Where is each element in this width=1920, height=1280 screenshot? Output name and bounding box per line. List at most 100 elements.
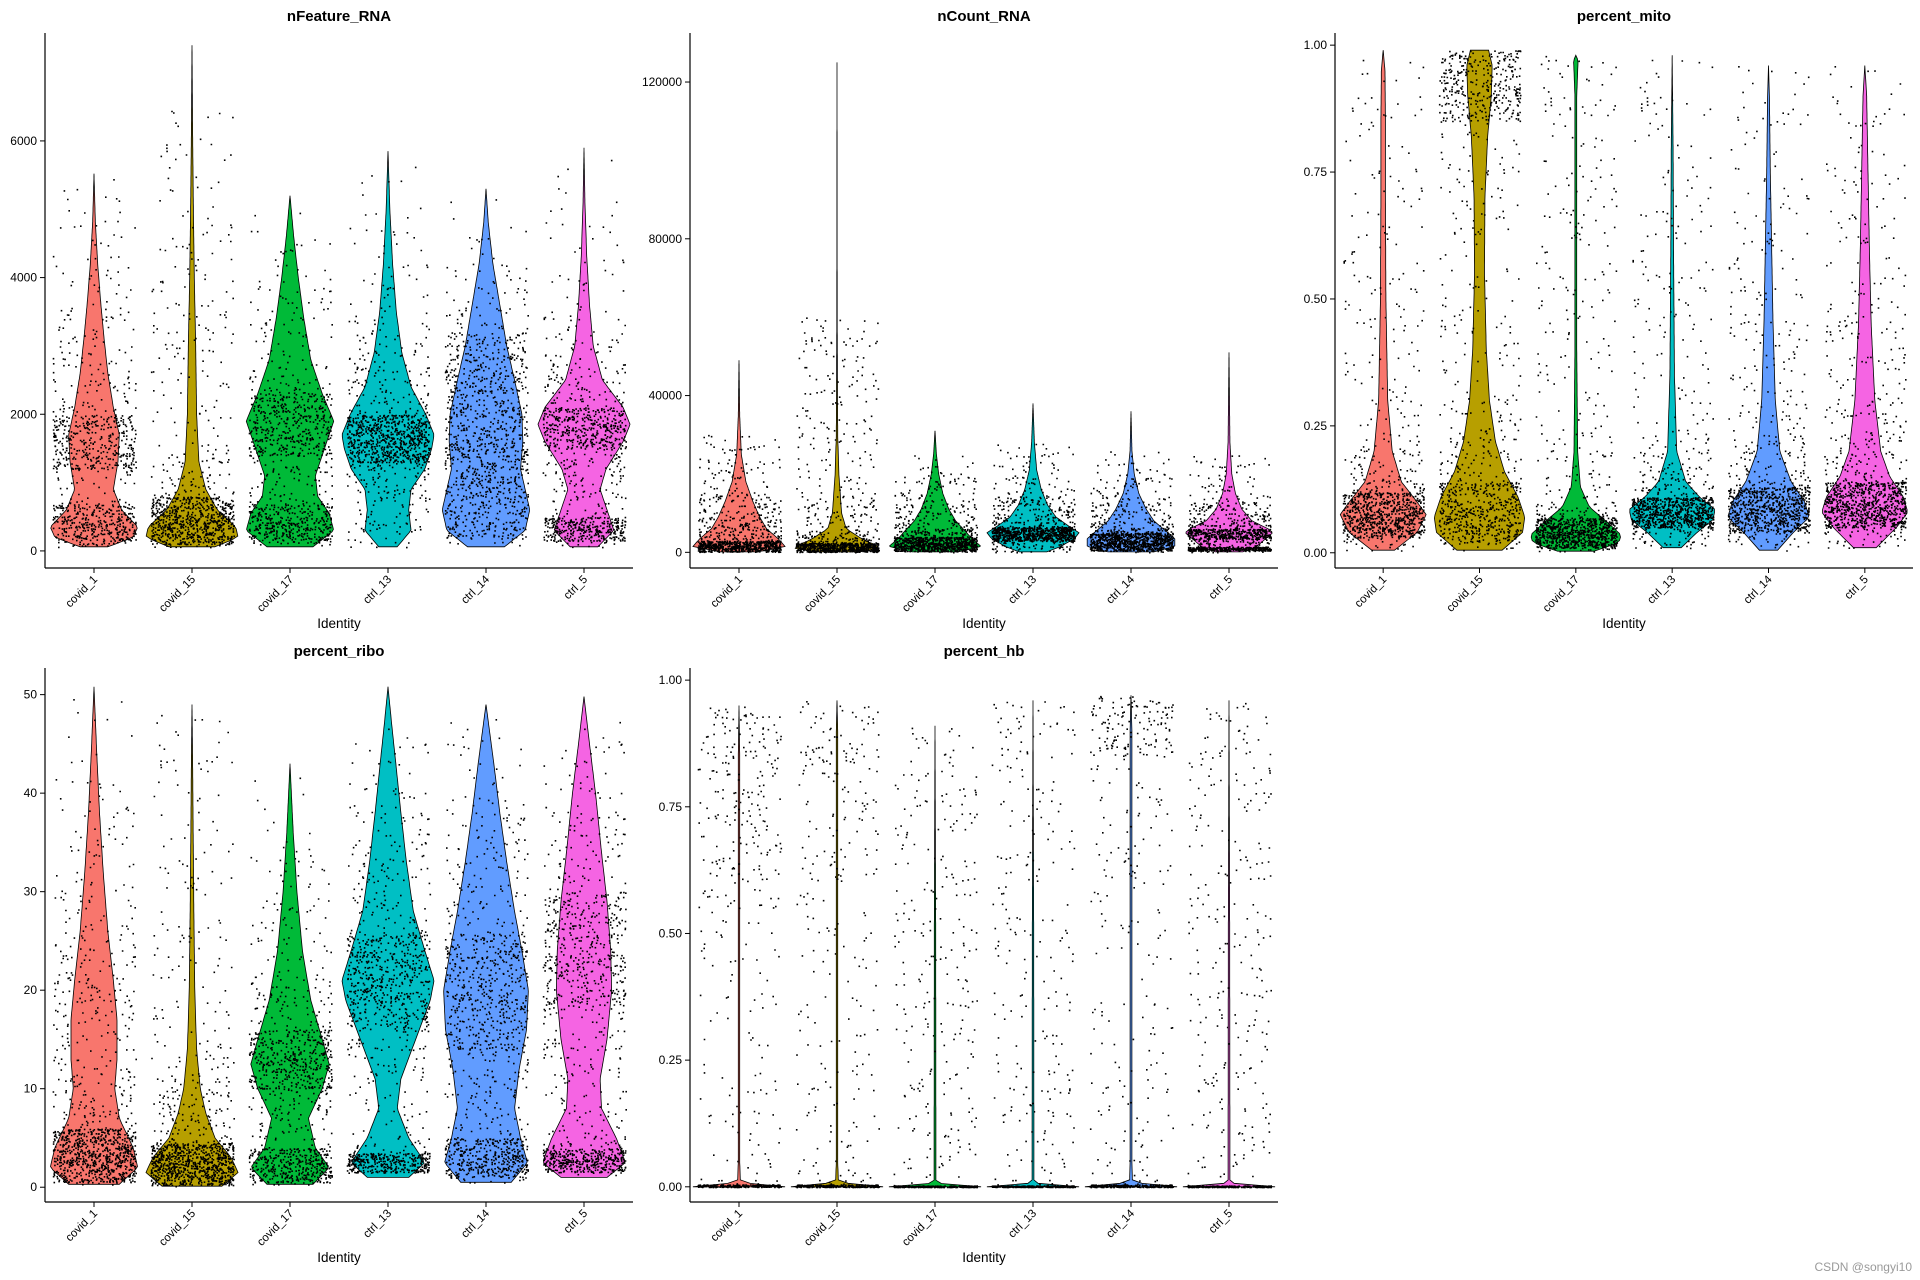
y-tick-label: 30	[24, 885, 38, 899]
y-tick-label: 1.00	[659, 673, 683, 687]
jitter-points-ctrl_14	[1089, 451, 1174, 554]
jitter-points-covid_1	[1342, 59, 1426, 552]
x-tick-label-covid_1: covid_1	[709, 574, 746, 611]
violin-ctrl_5	[1182, 700, 1276, 1188]
x-tick-label-ctrl_14: ctrl_14	[459, 1207, 492, 1240]
y-tick-label: 0.25	[659, 1053, 683, 1067]
x-tick-label-ctrl_5: ctrl_5	[1207, 1208, 1235, 1236]
jitter-dots	[150, 110, 235, 549]
x-tick-label-ctrl_14: ctrl_14	[1104, 573, 1137, 606]
y-tick-label: 0.50	[1304, 292, 1328, 306]
jitter-points-ctrl_14	[444, 719, 529, 1184]
jitter-dots	[1727, 66, 1811, 552]
violin-covid_15	[1433, 49, 1526, 551]
x-tick-label-ctrl_5: ctrl_5	[1207, 574, 1235, 602]
x-tick-label-ctrl_5: ctrl_5	[562, 574, 590, 602]
jitter-points-ctrl_5	[1824, 66, 1908, 549]
violin-ctrl_13	[1629, 55, 1715, 549]
x-tick-label-covid_15: covid_15	[802, 1208, 843, 1249]
y-tick-label: 0.50	[659, 926, 683, 940]
x-axis-label: Identity	[317, 1250, 361, 1265]
violin-ctrl_5	[1185, 352, 1273, 553]
chart-panel-nFeature_RNA: nFeature_RNA 0 2000 4000 6000 covid_1 covid_15…	[10, 8, 633, 631]
x-tick-label-ctrl_14: ctrl_14	[1104, 1207, 1137, 1240]
jitter-dots	[893, 455, 978, 554]
violin-covid_15	[145, 45, 239, 548]
violin-ctrl_14	[1084, 695, 1178, 1188]
jitter-dots	[1089, 451, 1174, 554]
violin-ctrl_5	[537, 147, 631, 548]
chart-title: nCount_RNA	[937, 8, 1030, 25]
violin-ctrl_14	[443, 704, 529, 1183]
watermark-text: CSDN @songyi10	[1814, 1260, 1912, 1274]
x-tick-label-covid_15: covid_15	[157, 1208, 198, 1249]
jitter-points-covid_1	[52, 179, 137, 549]
x-tick-label-covid_17: covid_17	[1541, 574, 1582, 615]
chart-title: nFeature_RNA	[287, 8, 391, 25]
violin-ctrl_13	[341, 151, 435, 548]
jitter-points-covid_1	[697, 706, 783, 1189]
y-tick-label: 2000	[10, 407, 37, 421]
y-tick-label: 40000	[649, 389, 683, 403]
chart-title: percent_ribo	[294, 643, 385, 660]
x-tick-label-covid_1: covid_1	[709, 1208, 746, 1245]
x-axis-label: Identity	[317, 616, 361, 631]
x-tick-label-covid_17: covid_17	[900, 574, 941, 615]
violin-ctrl_5	[1822, 65, 1908, 549]
jitter-dots	[1342, 59, 1426, 552]
jitter-dots	[52, 179, 137, 549]
x-tick-label-covid_17: covid_17	[255, 1208, 296, 1249]
violin-ctrl_5	[542, 696, 626, 1178]
jitter-dots	[444, 199, 529, 547]
x-tick-label-covid_17: covid_17	[255, 574, 296, 615]
x-tick-label-ctrl_13: ctrl_13	[361, 574, 394, 607]
chart-title: percent_hb	[944, 643, 1025, 660]
x-tick-label-covid_15: covid_15	[157, 574, 198, 615]
x-tick-label-ctrl_14: ctrl_14	[1742, 573, 1775, 606]
jitter-points-ctrl_14	[444, 199, 529, 547]
jitter-dots	[697, 706, 783, 1189]
violin-covid_1	[1339, 50, 1427, 551]
chart-title: percent_mito	[1577, 8, 1671, 25]
x-tick-label-ctrl_13: ctrl_13	[1645, 574, 1678, 607]
violin-covid_17	[245, 195, 335, 548]
x-tick-label-ctrl_13: ctrl_13	[1006, 1208, 1039, 1241]
x-axis-label: Identity	[962, 1250, 1006, 1265]
violin-covid_1	[692, 360, 786, 553]
jitter-points-ctrl_14	[1727, 66, 1811, 552]
x-tick-label-covid_1: covid_1	[64, 574, 101, 611]
violin-ctrl_13	[341, 686, 435, 1178]
y-tick-label: 6000	[10, 134, 37, 148]
x-tick-label-ctrl_5: ctrl_5	[1843, 574, 1871, 602]
y-tick-label: 0	[675, 545, 682, 559]
x-tick-label-ctrl_14: ctrl_14	[459, 573, 492, 606]
x-tick-label-ctrl_13: ctrl_13	[361, 1208, 394, 1241]
y-tick-label: 1.00	[1304, 38, 1328, 52]
x-tick-label-ctrl_5: ctrl_5	[562, 1208, 590, 1236]
x-axis-label: Identity	[1602, 616, 1646, 631]
violin-ctrl_14	[1086, 411, 1176, 553]
jitter-dots	[697, 434, 782, 554]
jitter-dots	[1824, 66, 1908, 549]
x-tick-label-ctrl_13: ctrl_13	[1006, 574, 1039, 607]
jitter-points-ctrl_13	[991, 443, 1076, 554]
y-tick-label: 80000	[649, 232, 683, 246]
y-tick-label: 40	[24, 786, 38, 800]
violin-covid_1	[50, 686, 138, 1185]
y-tick-label: 120000	[642, 75, 682, 89]
y-tick-label: 0	[30, 1180, 37, 1194]
violin-covid_17	[888, 725, 982, 1188]
x-axis-label: Identity	[962, 616, 1006, 631]
jitter-points-covid_1	[697, 434, 782, 554]
jitter-dots	[248, 212, 333, 547]
violin-covid_1	[50, 173, 138, 548]
x-tick-label-covid_15: covid_15	[1445, 574, 1486, 615]
jitter-points-covid_17	[893, 455, 978, 554]
jitter-points-covid_17	[248, 212, 333, 547]
jitter-points-covid_15	[150, 110, 235, 549]
y-tick-label: 50	[24, 688, 38, 702]
violin-covid_15	[790, 700, 884, 1188]
jitter-dots	[444, 719, 529, 1184]
x-tick-label-covid_1: covid_1	[64, 1208, 101, 1245]
y-tick-label: 10	[24, 1082, 38, 1096]
